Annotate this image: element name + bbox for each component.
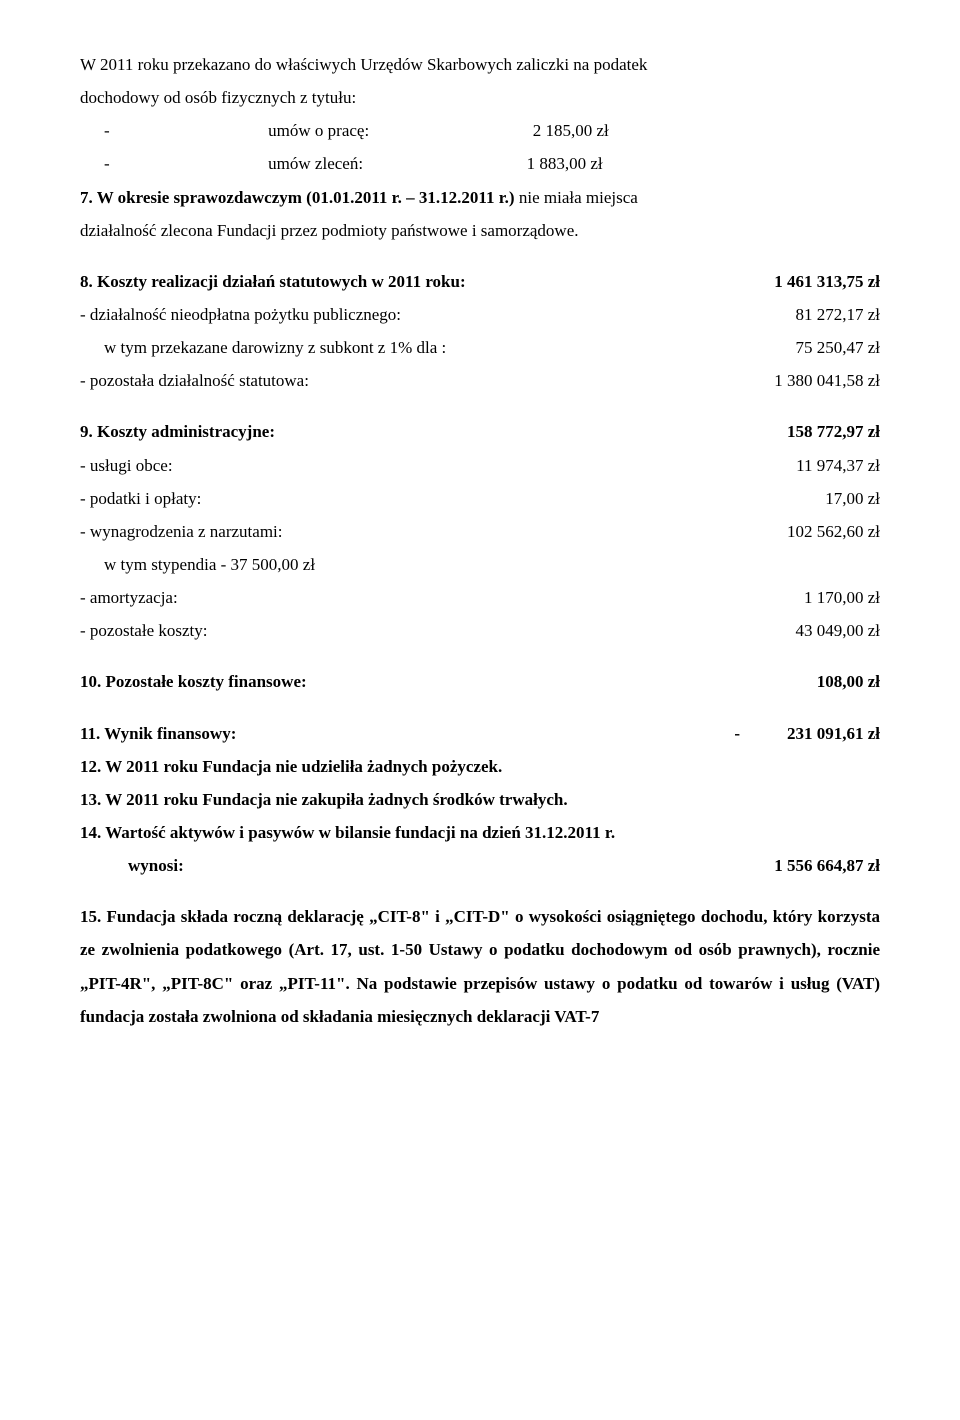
line-label: wynosi: (80, 849, 774, 882)
line-value: 1 380 041,58 zł (774, 364, 880, 397)
line-item: - usługi obce: 11 974,37 zł (80, 449, 880, 482)
text-line: działalność zlecona Fundacji przez podmi… (80, 221, 579, 240)
line-value: 11 974,37 zł (796, 449, 880, 482)
line-label: - usługi obce: (80, 449, 796, 482)
line-value: 43 049,00 zł (795, 614, 880, 647)
text-line: dochodowy od osób fizycznych z tytułu: (80, 88, 356, 107)
line-item: - amortyzacja: 1 170,00 zł (80, 581, 880, 614)
text-line: W 2011 roku przekazano do właściwych Urz… (80, 55, 647, 74)
line-item: w tym stypendia - 37 500,00 zł (80, 548, 880, 581)
list-value: 1 883,00 zł (527, 154, 603, 173)
line-value: 1 170,00 zł (804, 581, 880, 614)
section-15: 15. Fundacja składa roczną deklarację „C… (80, 900, 880, 1033)
section-14-line1: 14. Wartość aktywów i pasywów w bilansie… (80, 816, 880, 849)
line-item: - działalność nieodpłatna pożytku public… (80, 298, 880, 331)
dash-icon: - (104, 121, 110, 140)
line-item: - pozostała działalność statutowa: 1 380… (80, 364, 880, 397)
line-value: 1 556 664,87 zł (774, 849, 880, 882)
document-page: W 2011 roku przekazano do właściwych Urz… (0, 0, 960, 1081)
section-value: 231 091,61 zł (760, 717, 880, 750)
section-10-heading: 10. Pozostałe koszty finansowe: 108,00 z… (80, 665, 880, 698)
section-heading: 7. W okresie sprawozdawczym (01.01.2011 … (80, 188, 515, 207)
line-label: w tym przekazane darowizny z subkont z 1… (80, 331, 795, 364)
line-label: - pozostała działalność statutowa: (80, 364, 774, 397)
line-label: - wynagrodzenia z narzutami: (80, 515, 787, 548)
list-item: - umów o pracę: 2 185,00 zł (80, 114, 880, 147)
list-item: - umów zleceń: 1 883,00 zł (80, 147, 880, 180)
line-label: w tym stypendia - 37 500,00 zł (80, 555, 315, 574)
dash-icon: - (104, 154, 110, 173)
section-value: 1 461 313,75 zł (774, 265, 880, 298)
section-7: 7. W okresie sprawozdawczym (01.01.2011 … (80, 181, 880, 247)
section-value: 158 772,97 zł (787, 415, 880, 448)
line-item: w tym przekazane darowizny z subkont z 1… (80, 331, 880, 364)
section-12: 12. W 2011 roku Fundacja nie udzieliła ż… (80, 750, 880, 783)
line-value: 75 250,47 zł (795, 331, 880, 364)
section-8-heading: 8. Koszty realizacji działań statutowych… (80, 265, 880, 298)
line-label: - amortyzacja: (80, 581, 804, 614)
line-label: - podatki i opłaty: (80, 482, 825, 515)
section-14-line2: wynosi: 1 556 664,87 zł (80, 849, 880, 882)
line-item: - pozostałe koszty: 43 049,00 zł (80, 614, 880, 647)
line-value: 17,00 zł (825, 482, 880, 515)
text-line: nie miała miejsca (515, 188, 638, 207)
line-label: - pozostałe koszty: (80, 614, 795, 647)
section-9-heading: 9. Koszty administracyjne: 158 772,97 zł (80, 415, 880, 448)
sign: - (700, 717, 760, 750)
paragraph-intro: W 2011 roku przekazano do właściwych Urz… (80, 48, 880, 114)
list-value: 2 185,00 zł (533, 121, 609, 140)
section-heading: 8. Koszty realizacji działań statutowych… (80, 265, 774, 298)
section-heading: 9. Koszty administracyjne: (80, 415, 787, 448)
line-value: 102 562,60 zł (787, 515, 880, 548)
section-13: 13. W 2011 roku Fundacja nie zakupiła ża… (80, 783, 880, 816)
section-11-heading: 11. Wynik finansowy: - 231 091,61 zł (80, 717, 880, 750)
line-item: - podatki i opłaty: 17,00 zł (80, 482, 880, 515)
list-label: umów o pracę: (268, 121, 369, 140)
line-item: - wynagrodzenia z narzutami: 102 562,60 … (80, 515, 880, 548)
section-heading: 11. Wynik finansowy: (80, 717, 700, 750)
line-label: - działalność nieodpłatna pożytku public… (80, 298, 795, 331)
text-line: 15. Fundacja składa roczną deklarację „C… (80, 907, 696, 926)
line-value: 81 272,17 zł (795, 298, 880, 331)
section-value: 108,00 zł (817, 665, 880, 698)
list-label: umów zleceń: (268, 154, 363, 173)
section-heading: 10. Pozostałe koszty finansowe: (80, 665, 817, 698)
